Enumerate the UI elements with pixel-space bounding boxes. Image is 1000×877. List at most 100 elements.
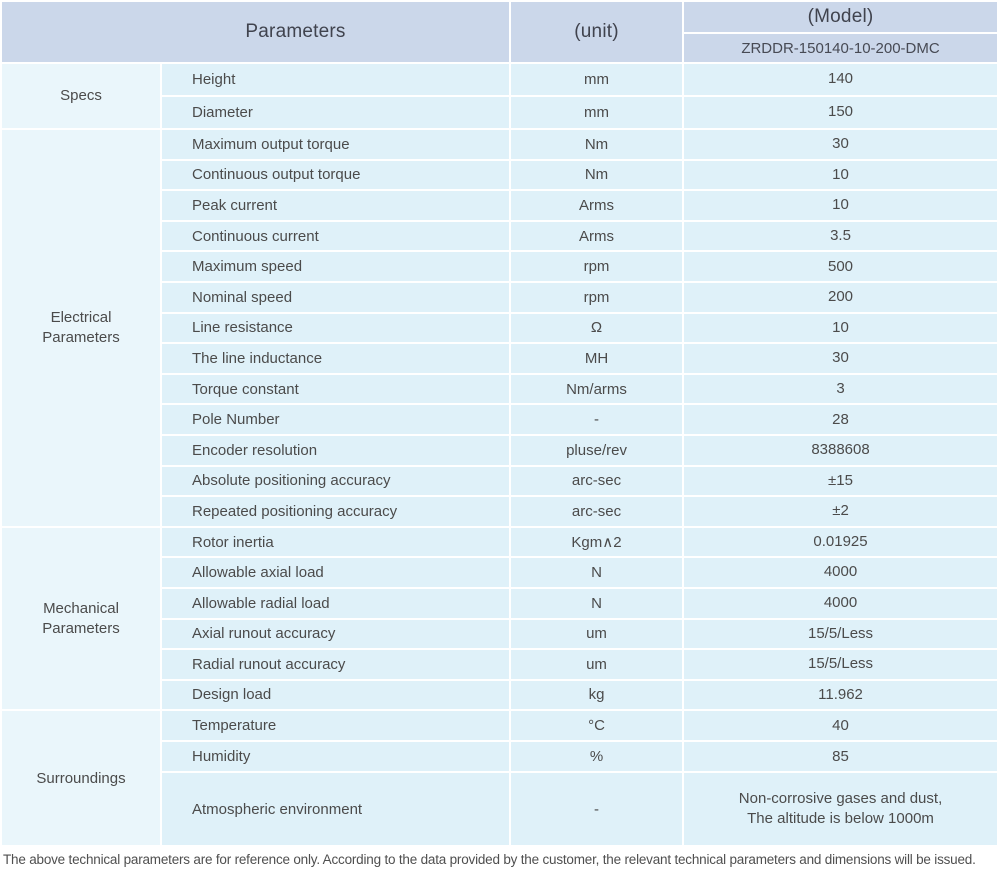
value-cell: 0.01925 <box>684 527 998 559</box>
value-cell: 10 <box>684 160 998 192</box>
value-cell: 40 <box>684 711 998 743</box>
value-cell: 3.5 <box>684 221 998 253</box>
param-cell: Diameter <box>162 97 512 130</box>
value-cell: 30 <box>684 130 998 161</box>
table-row: Atmospheric environment - Non-corrosive … <box>2 773 998 848</box>
param-cell: Nominal speed <box>162 282 512 314</box>
table-row: Absolute positioning accuracy arc-sec ±1… <box>2 466 998 498</box>
value-cell: ±2 <box>684 497 998 528</box>
value-cell: 15/5/Less <box>684 619 998 651</box>
value-cell: 150 <box>684 97 998 130</box>
table-row: Humidity % 85 <box>2 742 998 774</box>
table-row: Peak current Arms 10 <box>2 191 998 222</box>
param-cell: Repeated positioning accuracy <box>162 497 512 528</box>
param-cell: Allowable radial load <box>162 588 512 620</box>
unit-cell: Nm/arms <box>511 374 685 406</box>
unit-cell: kg <box>511 680 685 712</box>
table-row: Continuous current Arms 3.5 <box>2 221 998 253</box>
param-cell: Torque constant <box>162 374 512 406</box>
table-row: Surroundings Temperature °C 40 <box>2 711 998 848</box>
table-row: Diameter mm 150 <box>2 97 998 130</box>
unit-header: (unit) <box>511 2 685 64</box>
value-cell: 4000 <box>684 588 998 620</box>
table-row: Design load kg 11.962 <box>2 680 998 712</box>
param-cell: Line resistance <box>162 313 512 345</box>
param-cell: Height <box>162 64 512 97</box>
unit-cell: arc-sec <box>511 497 685 528</box>
unit-cell: N <box>511 588 685 620</box>
param-cell: Continuous output torque <box>162 160 512 192</box>
table-row: Continuous output torque Nm 10 <box>2 160 998 192</box>
table-row: Electrical Parameters Maximum output tor… <box>2 130 998 528</box>
table-row: Encoder resolution pluse/rev 8388608 <box>2 435 998 467</box>
unit-cell: MH <box>511 344 685 375</box>
unit-cell: mm <box>511 64 685 97</box>
unit-cell: % <box>511 742 685 774</box>
param-cell: Allowable axial load <box>162 558 512 589</box>
table-row: Radial runout accuracy um 15/5/Less <box>2 650 998 681</box>
param-cell: Radial runout accuracy <box>162 650 512 681</box>
unit-cell: pluse/rev <box>511 435 685 467</box>
section-cell-surroundings: Surroundings <box>2 711 162 848</box>
unit-cell: °C <box>511 711 685 743</box>
unit-cell: Arms <box>511 191 685 222</box>
section-cell-mechanical: Mechanical Parameters <box>2 527 162 712</box>
unit-cell: - <box>511 405 685 436</box>
table-row: Torque constant Nm/arms 3 <box>2 374 998 406</box>
value-cell: 10 <box>684 191 998 222</box>
section-cell-specs: Specs <box>2 64 162 130</box>
value-cell: 200 <box>684 282 998 314</box>
header-row: Parameters (unit) (Model) <box>2 2 998 64</box>
table-row: Mechanical Parameters Rotor inertia Kgm∧… <box>2 527 998 712</box>
unit-cell: um <box>511 650 685 681</box>
unit-cell: rpm <box>511 252 685 283</box>
value-cell: 30 <box>684 344 998 375</box>
value-cell: 11.962 <box>684 680 998 712</box>
unit-cell: - <box>511 773 685 848</box>
value-cell: Non-corrosive gases and dust, The altitu… <box>684 773 998 848</box>
param-cell: Rotor inertia <box>162 527 512 559</box>
param-cell: Absolute positioning accuracy <box>162 466 512 498</box>
param-cell: Encoder resolution <box>162 435 512 467</box>
param-cell: Atmospheric environment <box>162 773 512 848</box>
value-cell: 140 <box>684 64 998 97</box>
param-cell: Peak current <box>162 191 512 222</box>
unit-cell: mm <box>511 97 685 130</box>
parameters-header: Parameters <box>2 2 512 64</box>
unit-cell: Nm <box>511 160 685 192</box>
param-cell: Maximum speed <box>162 252 512 283</box>
value-cell: 8388608 <box>684 435 998 467</box>
value-cell: ±15 <box>684 466 998 498</box>
param-cell: Pole Number <box>162 405 512 436</box>
value-cell: 15/5/Less <box>684 650 998 681</box>
unit-cell: Arms <box>511 221 685 253</box>
header-row: ZRDDR-150140-10-200-DMC <box>2 34 998 64</box>
table-header: Parameters (unit) (Model) ZRDDR-150140-1… <box>2 2 998 64</box>
param-cell: Humidity <box>162 742 512 774</box>
param-cell: Continuous current <box>162 221 512 253</box>
table-row: Pole Number - 28 <box>2 405 998 436</box>
table-row: Line resistance Ω 10 <box>2 313 998 345</box>
unit-cell: Ω <box>511 313 685 345</box>
unit-cell: Kgm∧2 <box>511 527 685 559</box>
section-cell-electrical: Electrical Parameters <box>2 130 162 528</box>
footnote: The above technical parameters are for r… <box>3 852 976 867</box>
value-cell: 4000 <box>684 558 998 589</box>
param-cell: Axial runout accuracy <box>162 619 512 651</box>
model-header: (Model) <box>684 2 998 34</box>
table-row: Specs Height mm 140 <box>2 64 998 130</box>
param-cell: Design load <box>162 680 512 712</box>
unit-cell: Nm <box>511 130 685 161</box>
table-row: Repeated positioning accuracy arc-sec ±2 <box>2 497 998 528</box>
model-number: ZRDDR-150140-10-200-DMC <box>684 34 998 64</box>
value-cell: 85 <box>684 742 998 774</box>
table-row: The line inductance MH 30 <box>2 344 998 375</box>
unit-cell: rpm <box>511 282 685 314</box>
table-row: Allowable axial load N 4000 <box>2 558 998 589</box>
unit-cell: N <box>511 558 685 589</box>
value-cell: 28 <box>684 405 998 436</box>
value-cell: 3 <box>684 374 998 406</box>
unit-cell: arc-sec <box>511 466 685 498</box>
spec-table: Parameters (unit) (Model) ZRDDR-150140-1… <box>2 2 998 848</box>
param-cell: Temperature <box>162 711 512 743</box>
